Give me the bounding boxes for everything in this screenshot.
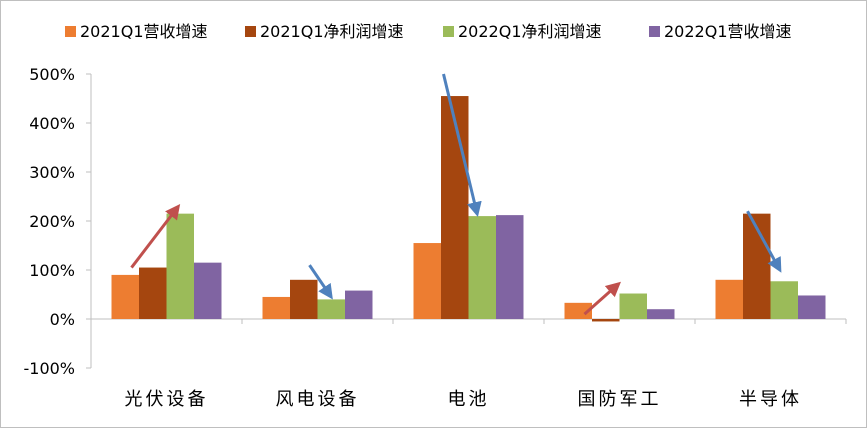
legend-label: 2021Q1净利润增速 (260, 22, 404, 41)
y-tick-label: 300% (29, 163, 75, 182)
bar (166, 213, 194, 319)
bar (592, 319, 620, 322)
legend-item: 2022Q1净利润增速 (443, 22, 602, 41)
bar (139, 267, 167, 319)
legend-swatch (245, 26, 256, 37)
x-tick-label: 风电设备 (276, 389, 360, 410)
y-tick-label: -100% (23, 359, 75, 378)
legend-label: 2022Q1营收增速 (664, 22, 792, 41)
annotation-arrow (583, 281, 621, 316)
legend-label: 2022Q1净利润增速 (458, 22, 602, 41)
x-tick-label: 国防军工 (578, 389, 662, 410)
annotation-arrow (130, 203, 181, 269)
bar (743, 213, 771, 319)
legend: 2021Q1营收增速 2021Q1净利润增速 2022Q1净利润增速 2022Q1营收… (65, 22, 792, 41)
bar (441, 96, 469, 319)
y-tick-label: 100% (29, 261, 75, 280)
bar (111, 274, 139, 319)
axes: -100% 0% 100% 200% 300% 400% 500% 光伏设备 风电设备 电池 国防军… (23, 65, 847, 410)
y-tick-label: 0% (50, 310, 75, 329)
legend-label: 2021Q1营收增速 (80, 22, 208, 41)
y-tick-label: 400% (29, 114, 75, 133)
x-tick-label: 光伏设备 (125, 389, 209, 410)
annotation-arrow (746, 210, 782, 273)
bar (345, 290, 373, 319)
annotation-arrows (130, 73, 782, 316)
legend-swatch (649, 26, 660, 37)
legend-swatch (65, 26, 76, 37)
legend-item: 2021Q1营收增速 (65, 22, 208, 41)
annotation-arrow (442, 73, 482, 218)
bar (262, 296, 290, 319)
bar (770, 281, 798, 319)
bars (111, 96, 826, 322)
x-tick-label: 半导体 (739, 389, 802, 410)
y-tick-label: 200% (29, 212, 75, 231)
annotation-arrow (308, 264, 333, 300)
legend-item: 2021Q1净利润增速 (245, 22, 404, 41)
bar (317, 299, 345, 319)
bar (619, 293, 647, 319)
bar (496, 215, 524, 319)
bar (290, 279, 318, 319)
bar (647, 309, 675, 319)
bar (798, 295, 826, 319)
bar (194, 262, 222, 319)
legend-swatch (443, 26, 454, 37)
bar (715, 279, 743, 319)
legend-item: 2022Q1营收增速 (649, 22, 792, 41)
bar (413, 243, 441, 319)
x-tick-label: 电池 (448, 389, 490, 410)
bar (564, 302, 592, 319)
y-tick-label: 500% (29, 65, 75, 84)
bar (468, 216, 496, 319)
